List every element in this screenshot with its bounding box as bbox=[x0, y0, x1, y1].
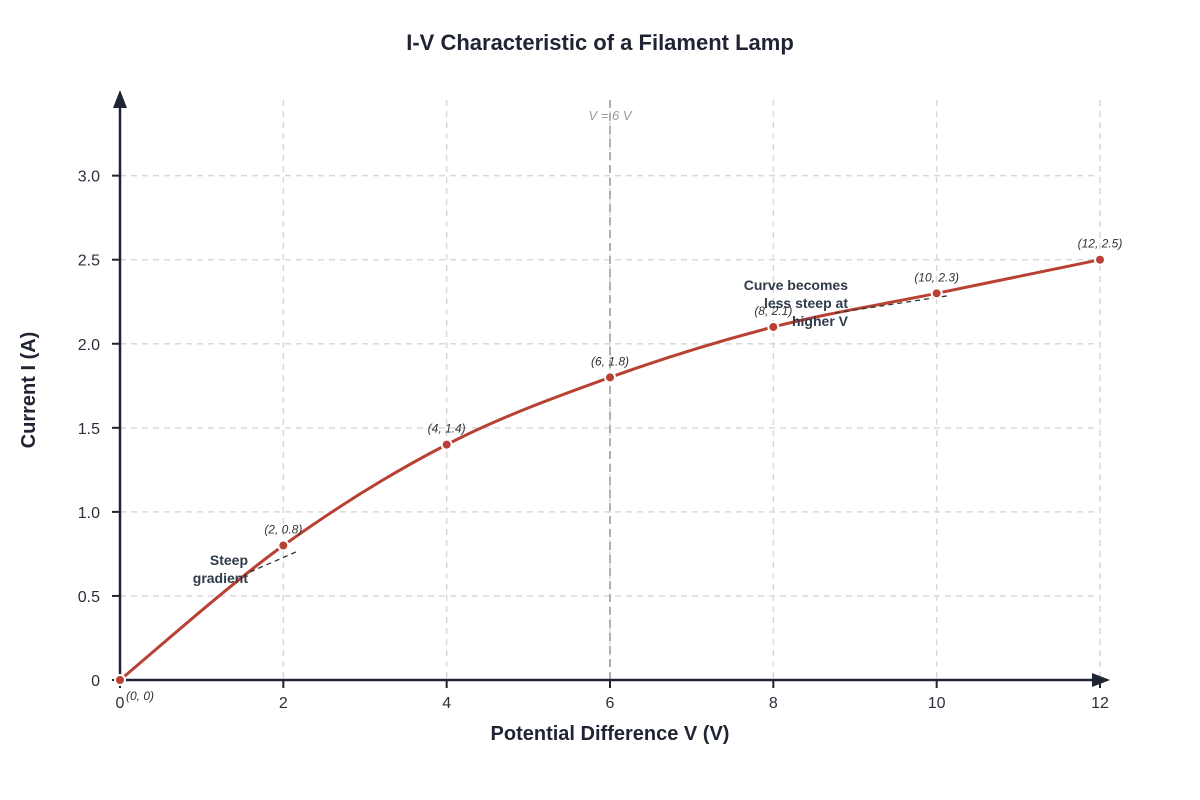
data-point-label: (6, 1.8) bbox=[591, 354, 629, 368]
axis-layer: 0 2 4 6 8 10 12 0 0.5 1.0 1.5 2.0 2.5 3.0 bbox=[78, 90, 1110, 712]
less-steep-annotation-line: Curve becomes bbox=[744, 277, 848, 293]
x-tick-label: 8 bbox=[769, 695, 778, 712]
reference-line-label: V = 6 V bbox=[589, 108, 633, 123]
data-point-label: (10, 2.3) bbox=[914, 270, 959, 284]
y-tick-label: 2.0 bbox=[78, 337, 100, 354]
x-tick-label: 2 bbox=[279, 695, 288, 712]
y-tick-label: 1.0 bbox=[78, 505, 100, 522]
point-layer bbox=[114, 253, 1106, 686]
y-tick-label: 0 bbox=[91, 673, 100, 690]
data-point bbox=[930, 287, 943, 300]
data-point-label: (8, 2.1) bbox=[754, 304, 792, 318]
steep-gradient-annotation: Steep gradient bbox=[193, 552, 249, 586]
steep-gradient-annotation-line: gradient bbox=[193, 570, 249, 586]
data-point-label: (0, 0) bbox=[126, 689, 154, 703]
label-layer: (0, 0) (2, 0.8) (4, 1.4) (6, 1.8) (8, 2.1) (1… bbox=[126, 237, 1122, 703]
data-point bbox=[114, 674, 126, 686]
steep-gradient-annotation-line: Steep bbox=[210, 552, 248, 568]
data-point-label: (12, 2.5) bbox=[1078, 237, 1123, 251]
y-tick-label: 0.5 bbox=[78, 589, 100, 606]
less-steep-annotation-line: less steep at bbox=[764, 295, 848, 311]
data-point bbox=[604, 371, 616, 384]
data-point bbox=[277, 539, 290, 552]
data-point-label: (4, 1.4) bbox=[428, 422, 466, 436]
data-point bbox=[767, 320, 780, 333]
less-steep-pointer bbox=[834, 294, 951, 314]
data-point bbox=[1094, 253, 1106, 266]
y-tick-label: 1.5 bbox=[78, 421, 100, 438]
reference-layer: V = 6 V bbox=[589, 100, 633, 680]
x-tick-label: 12 bbox=[1091, 695, 1109, 712]
data-point-label: (2, 0.8) bbox=[264, 523, 302, 537]
y-axis-arrow bbox=[113, 90, 127, 108]
y-axis-title: Current I (A) bbox=[18, 332, 40, 449]
x-tick-label: 4 bbox=[442, 695, 451, 712]
annotation-layer: Steep gradient Curve becomes less steep at h… bbox=[193, 277, 951, 586]
x-tick-label: 6 bbox=[606, 695, 615, 712]
less-steep-annotation: Curve becomes less steep at higher V bbox=[744, 277, 849, 329]
chart-title: I-V Characteristic of a Filament Lamp bbox=[406, 30, 794, 55]
less-steep-annotation-line: higher V bbox=[792, 313, 849, 329]
data-point bbox=[440, 438, 453, 451]
x-axis-arrow bbox=[1092, 673, 1110, 687]
x-tick-label: 10 bbox=[928, 695, 946, 712]
x-tick-label: 0 bbox=[116, 695, 125, 712]
y-tick-label: 2.5 bbox=[78, 253, 100, 270]
x-axis-title: Potential Difference V (V) bbox=[491, 723, 730, 745]
y-tick-label: 3.0 bbox=[78, 169, 100, 186]
